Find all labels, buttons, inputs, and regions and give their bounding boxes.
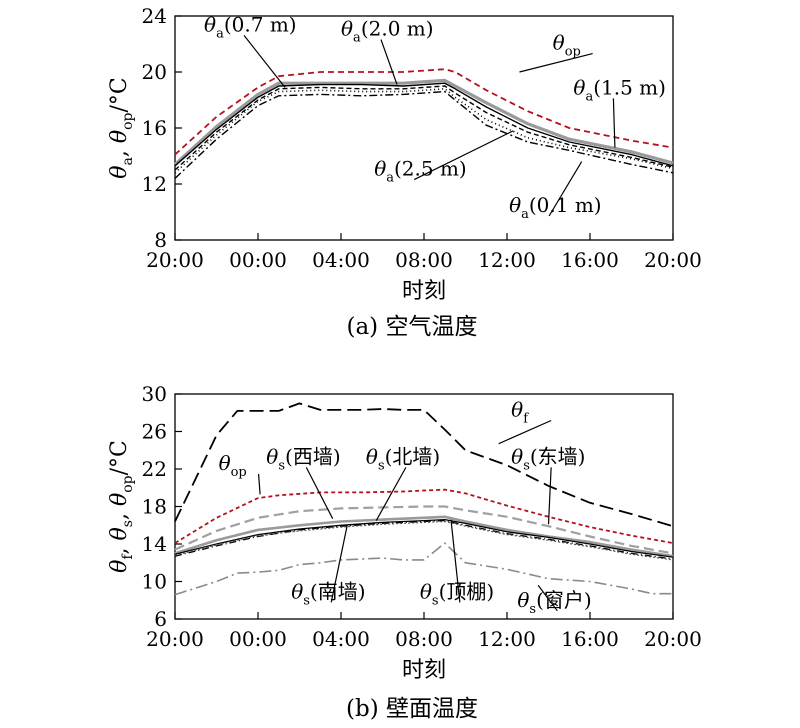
series-annotation: θs(南墙) [291,579,365,608]
series-annotation: θf [511,398,529,427]
series-annotation: θa(0.7 m) [204,12,297,41]
series-annotation: θop [219,451,247,480]
annotation-leader [330,525,348,603]
chart-panel-1: 6 10 14 18 22 26 30 20:00 00:00 04:00 08:00 12:00 16… [107,382,702,722]
x-tick-label: 00:00 [229,627,287,651]
annotation-leader [450,519,461,603]
x-axis-title: 时刻 [402,279,446,304]
series-line [174,519,674,560]
series-line [174,488,674,544]
y-tick-label: 24 [142,4,167,28]
x-tick-label: 12:00 [478,627,536,651]
y-axis-title: θf, θs, θop/°C [107,440,136,573]
series-line [174,520,674,561]
y-tick-label: 18 [142,495,167,519]
y-tick-label: 8 [154,228,167,252]
chart-panel-0: 8 12 16 20 24 20:00 00:00 04:00 08:00 12:00 16:00 2… [107,4,702,340]
series-line [174,402,674,528]
x-tick-label: 04:00 [312,627,370,651]
annotation-leader [548,161,583,217]
series-annotation: θs(东墙) [511,444,585,473]
series-line [174,518,674,558]
x-tick-label: 20:00 [146,627,204,651]
series-annotation: θs(北墙) [366,444,440,473]
y-tick-label: 6 [154,607,167,631]
series-annotation: θs(窗户) [517,588,591,617]
annotation-leader [257,473,261,495]
y-tick-label: 26 [142,420,167,444]
y-tick-label: 16 [142,116,167,140]
series-annotation: θa(0.1 m) [509,193,602,222]
y-tick-label: 22 [142,457,167,481]
series-line [174,90,674,179]
annotation-leader [612,98,616,148]
y-tick-label: 14 [142,532,167,556]
x-tick-label: 08:00 [395,248,453,272]
x-tick-label: 04:00 [312,248,370,272]
annotation-leader [380,39,398,85]
x-tick-label: 16:00 [561,248,619,272]
series-annotation: θs(顶棚) [420,579,494,608]
x-tick-label: 20:00 [644,627,702,651]
annotation-leader [537,584,558,612]
x-tick-label: 16:00 [561,627,619,651]
series-line [174,515,674,558]
y-tick-label: 12 [142,172,167,196]
series-annotation: θa(1.5 m) [573,75,666,104]
y-axis-title: θa, θop/°C [107,77,136,179]
x-tick-label: 12:00 [478,248,536,272]
y-tick-label: 10 [142,570,167,594]
x-tick-label: 20:00 [146,248,204,272]
chart-caption: (b) 壁面温度 [346,696,478,722]
series-line [174,505,674,555]
annotation-leader [413,130,514,181]
x-tick-label: 20:00 [644,248,702,272]
annotation-leader [243,35,286,88]
y-tick-label: 30 [142,382,167,406]
y-tick-label: 20 [142,60,167,84]
annotation-leader [547,467,552,525]
series-line [174,82,674,167]
series-annotation: θs(西墙) [266,444,340,473]
series-annotation: θa(2.5 m) [374,157,467,186]
annotation-leader [375,467,407,521]
annotation-leader [498,419,552,445]
series-line [174,68,674,156]
series-annotation: θa(2.0 m) [341,17,434,46]
x-tick-label: 00:00 [229,248,287,272]
annotation-leader [519,53,593,73]
series-annotation: θop [553,31,581,60]
series-line [173,78,674,166]
series-line [174,85,674,171]
annotation-leader [305,467,334,519]
x-axis-title: 时刻 [402,658,446,683]
series-line [174,542,673,596]
chart-caption: (a) 空气温度 [347,314,478,340]
x-tick-label: 08:00 [395,627,453,651]
